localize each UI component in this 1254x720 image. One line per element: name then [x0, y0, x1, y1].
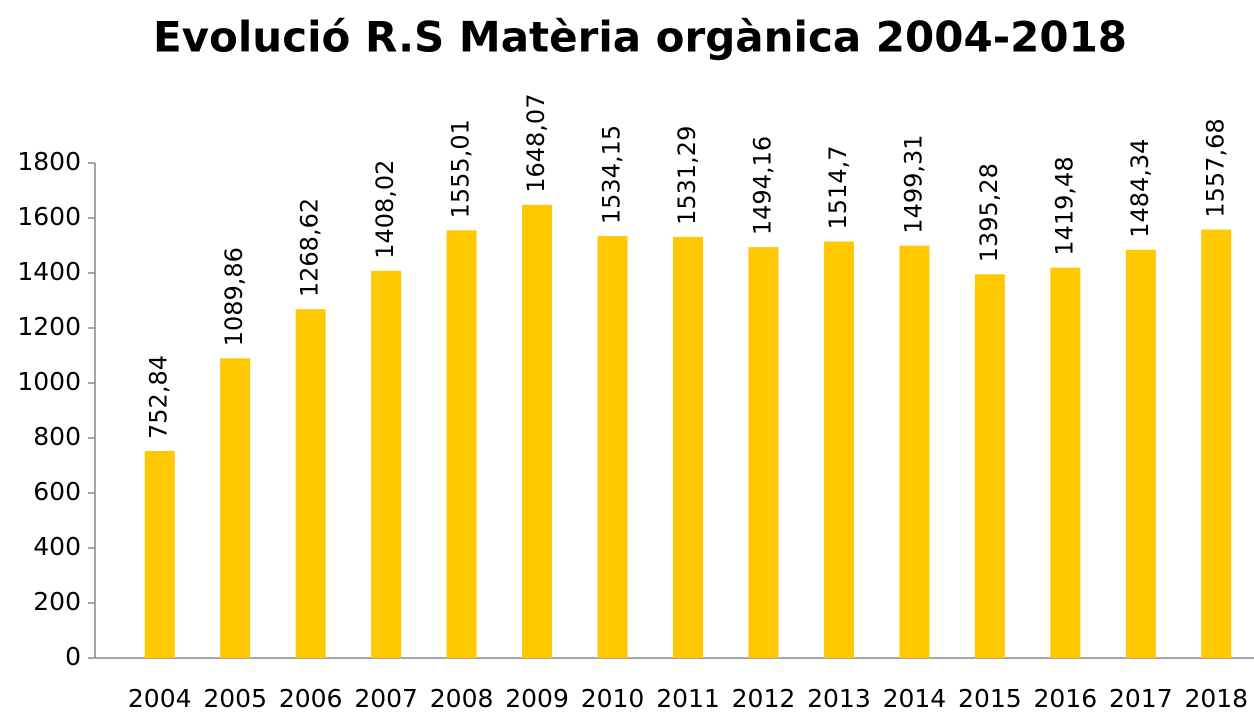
x-tick-label: 2006 — [279, 684, 343, 713]
data-label: 1555,01 — [447, 119, 475, 218]
x-tick-label: 2012 — [732, 684, 796, 713]
data-label: 1514,7 — [824, 145, 852, 229]
y-tick-label: 1200 — [17, 312, 81, 341]
x-tick-label: 2005 — [203, 684, 267, 713]
data-label: 1419,48 — [1050, 156, 1078, 255]
data-label: 1534,15 — [598, 125, 626, 224]
x-tick-label: 2016 — [1034, 684, 1098, 713]
data-label: 1408,02 — [371, 160, 399, 259]
x-tick-label: 2010 — [581, 684, 645, 713]
chart-title: Evolució R.S Matèria orgànica 2004-2018 — [153, 13, 1127, 62]
bar — [899, 245, 930, 658]
x-tick-label: 2008 — [430, 684, 494, 713]
bar — [673, 236, 703, 658]
bar — [144, 450, 175, 658]
y-tick-label: 1600 — [17, 202, 81, 231]
bar — [220, 358, 251, 658]
x-tick-label: 2009 — [505, 684, 569, 713]
bar — [1201, 229, 1232, 658]
x-tick-label: 2013 — [807, 684, 871, 713]
x-tick-label: 2017 — [1109, 684, 1173, 713]
bar — [295, 309, 326, 658]
y-tick-label: 400 — [33, 532, 81, 561]
bar — [748, 247, 779, 658]
x-tick-label: 2011 — [656, 684, 720, 713]
data-label: 1648,07 — [522, 94, 550, 193]
x-tick-label: 2018 — [1184, 684, 1248, 713]
data-label: 1089,86 — [220, 247, 248, 346]
x-tick-label: 2004 — [128, 684, 192, 713]
data-label: 1395,28 — [975, 163, 1003, 262]
y-tick-label: 800 — [33, 422, 81, 451]
data-label: 1531,29 — [673, 126, 701, 225]
y-tick-label: 600 — [33, 477, 81, 506]
data-label: 1557,68 — [1201, 118, 1229, 217]
bar — [597, 236, 628, 658]
y-tick-label: 1400 — [17, 257, 81, 286]
data-label: 1499,31 — [899, 134, 927, 233]
bar — [1125, 249, 1156, 658]
x-tick-label: 2007 — [354, 684, 418, 713]
y-tick-label: 0 — [65, 642, 81, 671]
bar — [974, 274, 1005, 658]
x-tick-label: 2015 — [958, 684, 1022, 713]
data-label: 752,84 — [145, 355, 173, 439]
data-label: 1484,34 — [1126, 139, 1154, 238]
y-tick-label: 1800 — [17, 147, 81, 176]
bar — [522, 204, 553, 658]
bar — [1050, 267, 1081, 658]
bar — [823, 241, 854, 658]
data-label: 1494,16 — [748, 136, 776, 235]
x-tick-label: 2014 — [883, 684, 947, 713]
data-label: 1268,62 — [296, 198, 324, 297]
y-tick-label: 1000 — [17, 367, 81, 396]
y-tick-label: 200 — [33, 587, 81, 616]
bar — [371, 270, 402, 658]
bar — [446, 230, 477, 658]
